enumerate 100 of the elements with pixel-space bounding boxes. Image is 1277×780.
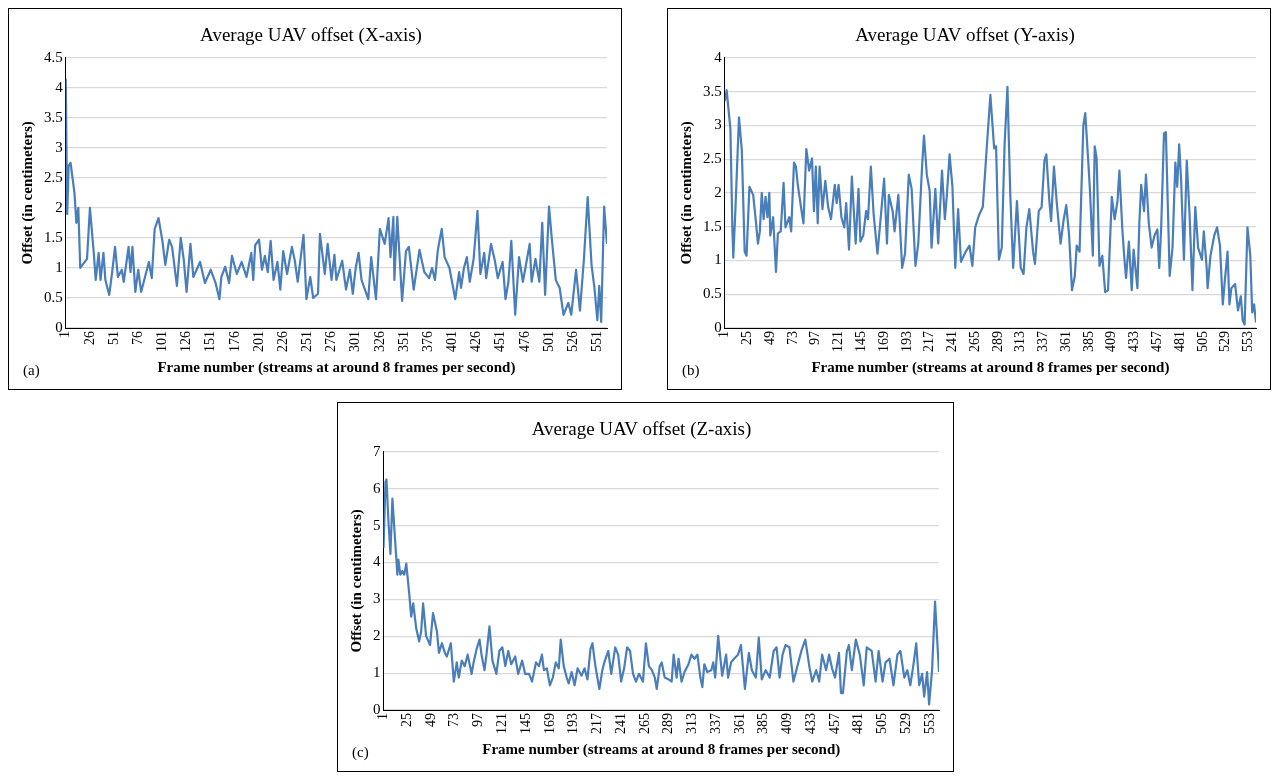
y-tick-label: 1 bbox=[373, 664, 381, 681]
y-tick-label: 1 bbox=[714, 251, 722, 268]
x-tick-label: 145 bbox=[517, 713, 533, 734]
x-tick-label: 251 bbox=[299, 331, 315, 352]
x-tick-label: 385 bbox=[1080, 331, 1096, 352]
x-tick-label: 25 bbox=[739, 331, 755, 345]
x-tick-label: 451 bbox=[492, 331, 508, 352]
x-tick-label: 169 bbox=[875, 331, 891, 352]
y-tick-label: 3 bbox=[373, 590, 381, 607]
x-tick-label: 409 bbox=[779, 713, 795, 734]
y-tick-label: 2.5 bbox=[44, 168, 63, 185]
x-axis-title: Frame number (streams at around 8 frames per second) bbox=[482, 740, 841, 758]
x-tick-label: 361 bbox=[731, 713, 747, 734]
x-tick-label: 265 bbox=[966, 331, 982, 352]
y-tick-label: 6 bbox=[373, 479, 381, 496]
x-tick-label: 226 bbox=[274, 331, 290, 352]
x-axis-title: Frame number (streams at around 8 frames per second) bbox=[811, 358, 1170, 376]
y-tick-label: 7 bbox=[373, 442, 381, 459]
y-tick-label: 3 bbox=[55, 138, 63, 155]
x-tick-label: 385 bbox=[755, 713, 771, 734]
x-tick-label: 476 bbox=[516, 331, 532, 352]
y-tick-label: 1.5 bbox=[44, 228, 63, 245]
x-tick-label: 126 bbox=[178, 331, 194, 352]
x-tick-label: 121 bbox=[830, 331, 846, 352]
x-tick-label: 326 bbox=[371, 331, 387, 352]
y-axis-title: Offset (in centimeters) bbox=[677, 121, 695, 265]
x-tick-label: 337 bbox=[1035, 331, 1051, 352]
y-axis-title: Offset (in centimeters) bbox=[18, 121, 36, 265]
x-tick-label: 409 bbox=[1103, 331, 1119, 352]
y-tick-label: 4 bbox=[55, 78, 64, 95]
y-tick-label: 4.5 bbox=[44, 48, 63, 65]
y-tick-label: 3.5 bbox=[703, 82, 722, 99]
x-tick-label: 551 bbox=[589, 331, 605, 352]
x-tick-label: 553 bbox=[921, 713, 937, 734]
x-tick-label: 553 bbox=[1240, 331, 1256, 352]
x-tick-label: 351 bbox=[395, 331, 411, 352]
x-tick-label: 481 bbox=[1171, 331, 1187, 352]
y-tick-label: 2.5 bbox=[703, 150, 722, 167]
text: (b) bbox=[682, 362, 700, 380]
x-tick-label: 145 bbox=[853, 331, 869, 352]
y-tick-label: 5 bbox=[373, 516, 381, 533]
x-tick-label: 529 bbox=[1217, 331, 1233, 352]
x-tick-label: 193 bbox=[898, 331, 914, 352]
y-axis-title: Offset (in centimeters) bbox=[347, 509, 365, 653]
y-tick-label: 0.5 bbox=[44, 288, 63, 305]
x-tick-label: 151 bbox=[202, 331, 218, 352]
y-tick-label: 2 bbox=[373, 627, 381, 644]
x-axis-title: Frame number (streams at around 8 frames per second) bbox=[157, 358, 516, 376]
x-tick-label: 101 bbox=[154, 331, 170, 352]
x-tick-label: 169 bbox=[541, 713, 557, 734]
x-tick-label: 193 bbox=[565, 713, 581, 734]
x-tick-label: 121 bbox=[494, 713, 509, 734]
y-tick-label: 4 bbox=[373, 553, 381, 570]
y-tick-label: 1 bbox=[55, 258, 63, 275]
x-tick-label: 457 bbox=[1149, 331, 1165, 352]
y-tick-label: 2 bbox=[714, 183, 722, 200]
chart-title: Average UAV offset (Y-axis) bbox=[855, 24, 1075, 47]
x-tick-label: 176 bbox=[226, 331, 242, 352]
x-tick-label: 289 bbox=[660, 713, 676, 734]
y-tick-label: 4 bbox=[714, 48, 723, 65]
y-tick-label: 3 bbox=[714, 116, 722, 133]
text: (c) bbox=[352, 744, 369, 762]
x-tick-label: 51 bbox=[105, 331, 121, 345]
x-tick-label: 505 bbox=[1194, 331, 1210, 352]
x-tick-label: 433 bbox=[1126, 331, 1142, 352]
x-tick-label: 289 bbox=[989, 331, 1005, 352]
x-tick-label: 313 bbox=[684, 713, 700, 734]
x-tick-label: 401 bbox=[444, 331, 460, 352]
x-tick-label: 25 bbox=[398, 713, 414, 727]
x-tick-label: 49 bbox=[761, 331, 777, 345]
x-tick-label: 73 bbox=[784, 331, 800, 345]
y-tick-label: 1.5 bbox=[703, 217, 722, 234]
x-tick-label: 313 bbox=[1012, 331, 1028, 352]
x-tick-label: 241 bbox=[944, 331, 960, 352]
x-tick-label: 97 bbox=[470, 713, 486, 727]
x-tick-label: 76 bbox=[129, 331, 145, 345]
x-tick-label: 217 bbox=[589, 713, 605, 734]
x-tick-label: 481 bbox=[850, 713, 866, 734]
text: (a) bbox=[23, 362, 40, 380]
x-tick-label: 49 bbox=[422, 713, 438, 727]
x-tick-label: 426 bbox=[468, 331, 484, 352]
x-tick-label: 26 bbox=[81, 331, 97, 345]
x-tick-label: 337 bbox=[707, 713, 723, 734]
x-tick-label: 501 bbox=[540, 331, 556, 352]
x-tick-label: 433 bbox=[802, 713, 818, 734]
x-tick-label: 529 bbox=[898, 713, 913, 734]
x-tick-label: 73 bbox=[446, 713, 462, 727]
y-tick-label: 0.5 bbox=[703, 285, 722, 302]
x-tick-label: 201 bbox=[250, 331, 266, 352]
x-tick-label: 265 bbox=[636, 713, 652, 734]
x-tick-label: 361 bbox=[1057, 331, 1073, 352]
x-tick-label: 301 bbox=[347, 331, 363, 352]
x-tick-label: 276 bbox=[323, 331, 339, 352]
chart-title: Average UAV offset (X-axis) bbox=[200, 24, 422, 47]
y-tick-label: 3.5 bbox=[44, 108, 63, 125]
y-tick-label: 2 bbox=[55, 198, 63, 215]
x-tick-label: 376 bbox=[419, 331, 435, 352]
x-tick-label: 526 bbox=[564, 331, 580, 352]
x-tick-label: 505 bbox=[874, 713, 890, 734]
x-tick-label: 241 bbox=[612, 713, 628, 734]
